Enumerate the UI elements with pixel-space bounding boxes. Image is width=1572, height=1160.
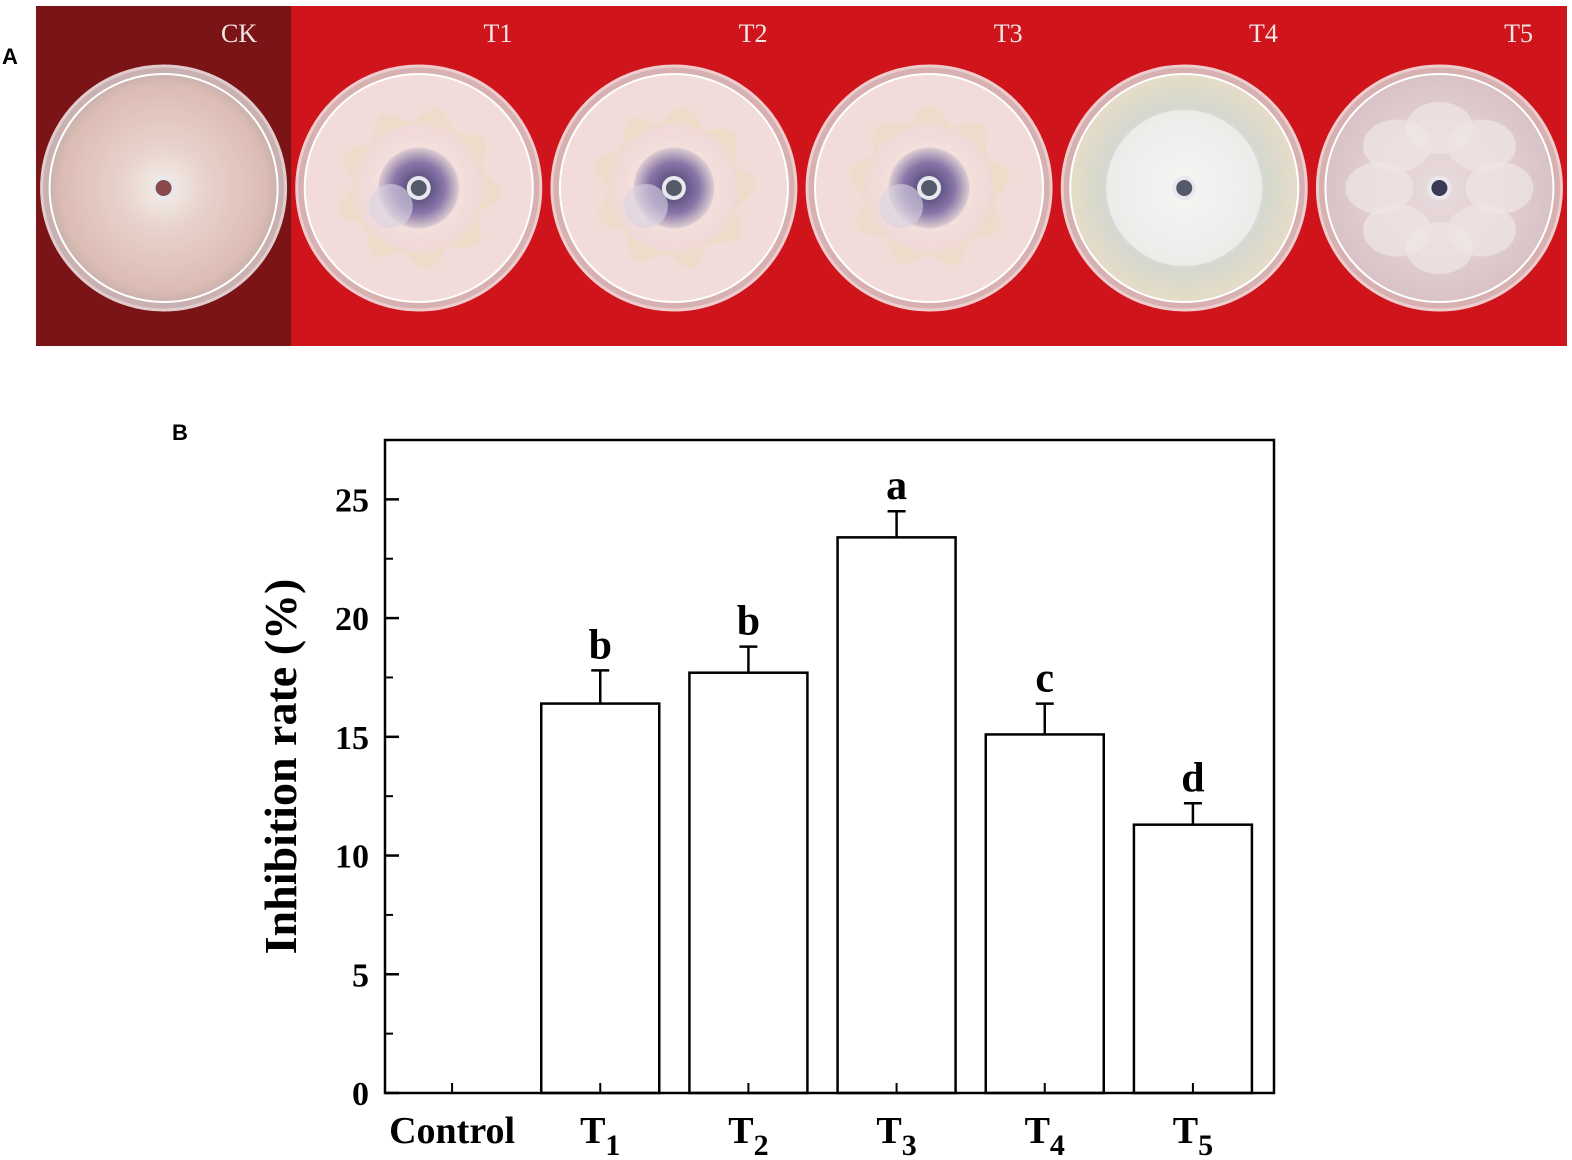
y-tick-label: 25: [335, 482, 369, 519]
plate-label-3: T3: [994, 19, 1023, 48]
y-tick-label: 15: [335, 720, 369, 757]
significance-label-1: b: [589, 622, 612, 668]
x-category-label: T4: [1025, 1110, 1065, 1160]
x-category-label: T5: [1173, 1110, 1213, 1160]
y-tick-label: 10: [335, 839, 369, 876]
petri-dish-T5: [1315, 64, 1563, 312]
significance-label-3: a: [886, 463, 907, 509]
plate-label-2: T2: [739, 19, 768, 48]
bar-5: [1132, 823, 1254, 1095]
x-category-label: Control: [389, 1110, 515, 1152]
significance-label-2: b: [737, 599, 760, 645]
plot-frame: [383, 438, 1276, 1095]
panel-label-b: B: [172, 420, 188, 445]
petri-dish-T2: [550, 64, 798, 312]
plate-label-0: CK: [221, 19, 257, 48]
y-tick-label: 20: [335, 601, 369, 638]
y-axis-title: Inhibition rate (%): [255, 579, 306, 955]
x-category-label: T2: [728, 1110, 768, 1160]
petri-dish-T3: [805, 64, 1053, 312]
bar-3: [836, 536, 957, 1095]
plate-label-1: T1: [483, 19, 512, 48]
x-category-label: T3: [876, 1110, 916, 1160]
bar-2: [688, 671, 809, 1095]
significance-label-5: d: [1181, 755, 1204, 801]
plate-label-5: T5: [1504, 19, 1533, 48]
bar-1: [540, 702, 661, 1095]
panel-label-a: A: [2, 44, 18, 69]
bar-4: [984, 733, 1105, 1095]
y-tick-label: 0: [352, 1076, 369, 1113]
petri-dish-T4: [1060, 64, 1308, 312]
petri-dish-photo: CK T1 T2 T3 T4 T5: [36, 6, 1567, 346]
x-category-label: T1: [580, 1110, 620, 1160]
significance-label-4: c: [1035, 656, 1054, 702]
plate-label-4: T4: [1249, 19, 1278, 48]
petri-dish-T1: [295, 64, 543, 312]
y-tick-label: 5: [352, 957, 369, 994]
petri-dish-CK: [40, 64, 288, 312]
inhibition-bar-chart: b b a c d 0 5 10 15 20 25 Control T1 T2 T3 T4 T5 Inhib…: [255, 438, 1276, 1160]
